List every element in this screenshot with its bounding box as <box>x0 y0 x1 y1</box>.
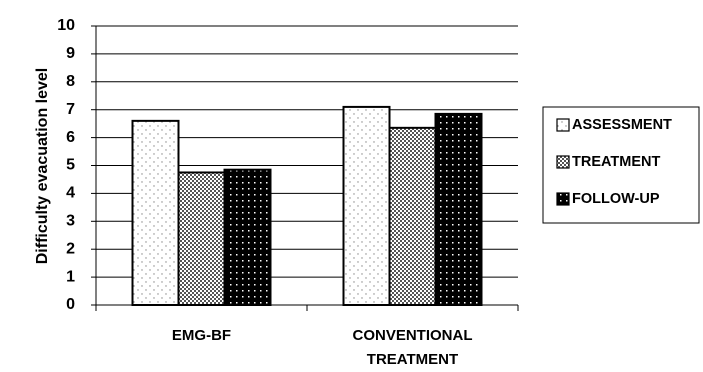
legend-label: TREATMENT <box>572 154 660 170</box>
y-tick-label: 7 <box>66 101 75 118</box>
legend-label: FOLLOW-UP <box>572 191 660 207</box>
y-tick-label: 10 <box>57 17 75 34</box>
bar-treatment <box>177 171 226 306</box>
x-category-label: EMG-BF <box>172 327 231 344</box>
bars <box>131 105 483 307</box>
y-tick-label: 9 <box>66 45 75 62</box>
bar-assessment <box>342 105 391 306</box>
x-axis: EMG-BF CONVENTIONAL TREATMENT <box>95 304 519 368</box>
legend-label: ASSESSMENT <box>572 117 672 133</box>
y-tick-label: 2 <box>66 240 75 257</box>
bar-follow-up <box>223 168 272 306</box>
y-tick-label: 1 <box>66 268 75 285</box>
x-category-label: CONVENTIONAL <box>353 327 473 344</box>
legend-swatch <box>556 155 570 169</box>
bar-follow-up <box>434 112 483 307</box>
legend-swatch <box>556 118 570 132</box>
legend: ASSESSMENT TREATMENT FOLLOW-UP <box>542 106 700 224</box>
y-tick-label: 4 <box>66 185 75 202</box>
bar-assessment <box>131 119 180 306</box>
y-tick-label: 6 <box>66 129 75 146</box>
y-axis: 0 1 2 3 4 5 6 7 8 9 10 <box>57 17 97 313</box>
y-tick-label: 5 <box>66 157 75 174</box>
x-category-label: TREATMENT <box>367 351 458 368</box>
y-tick-label: 0 <box>66 296 75 313</box>
legend-swatch <box>556 192 570 206</box>
y-tick-label: 3 <box>66 213 75 230</box>
y-tick-label: 8 <box>66 73 75 90</box>
y-axis-title: Difficulty evacuation level <box>34 68 51 265</box>
bar-treatment <box>388 126 437 306</box>
